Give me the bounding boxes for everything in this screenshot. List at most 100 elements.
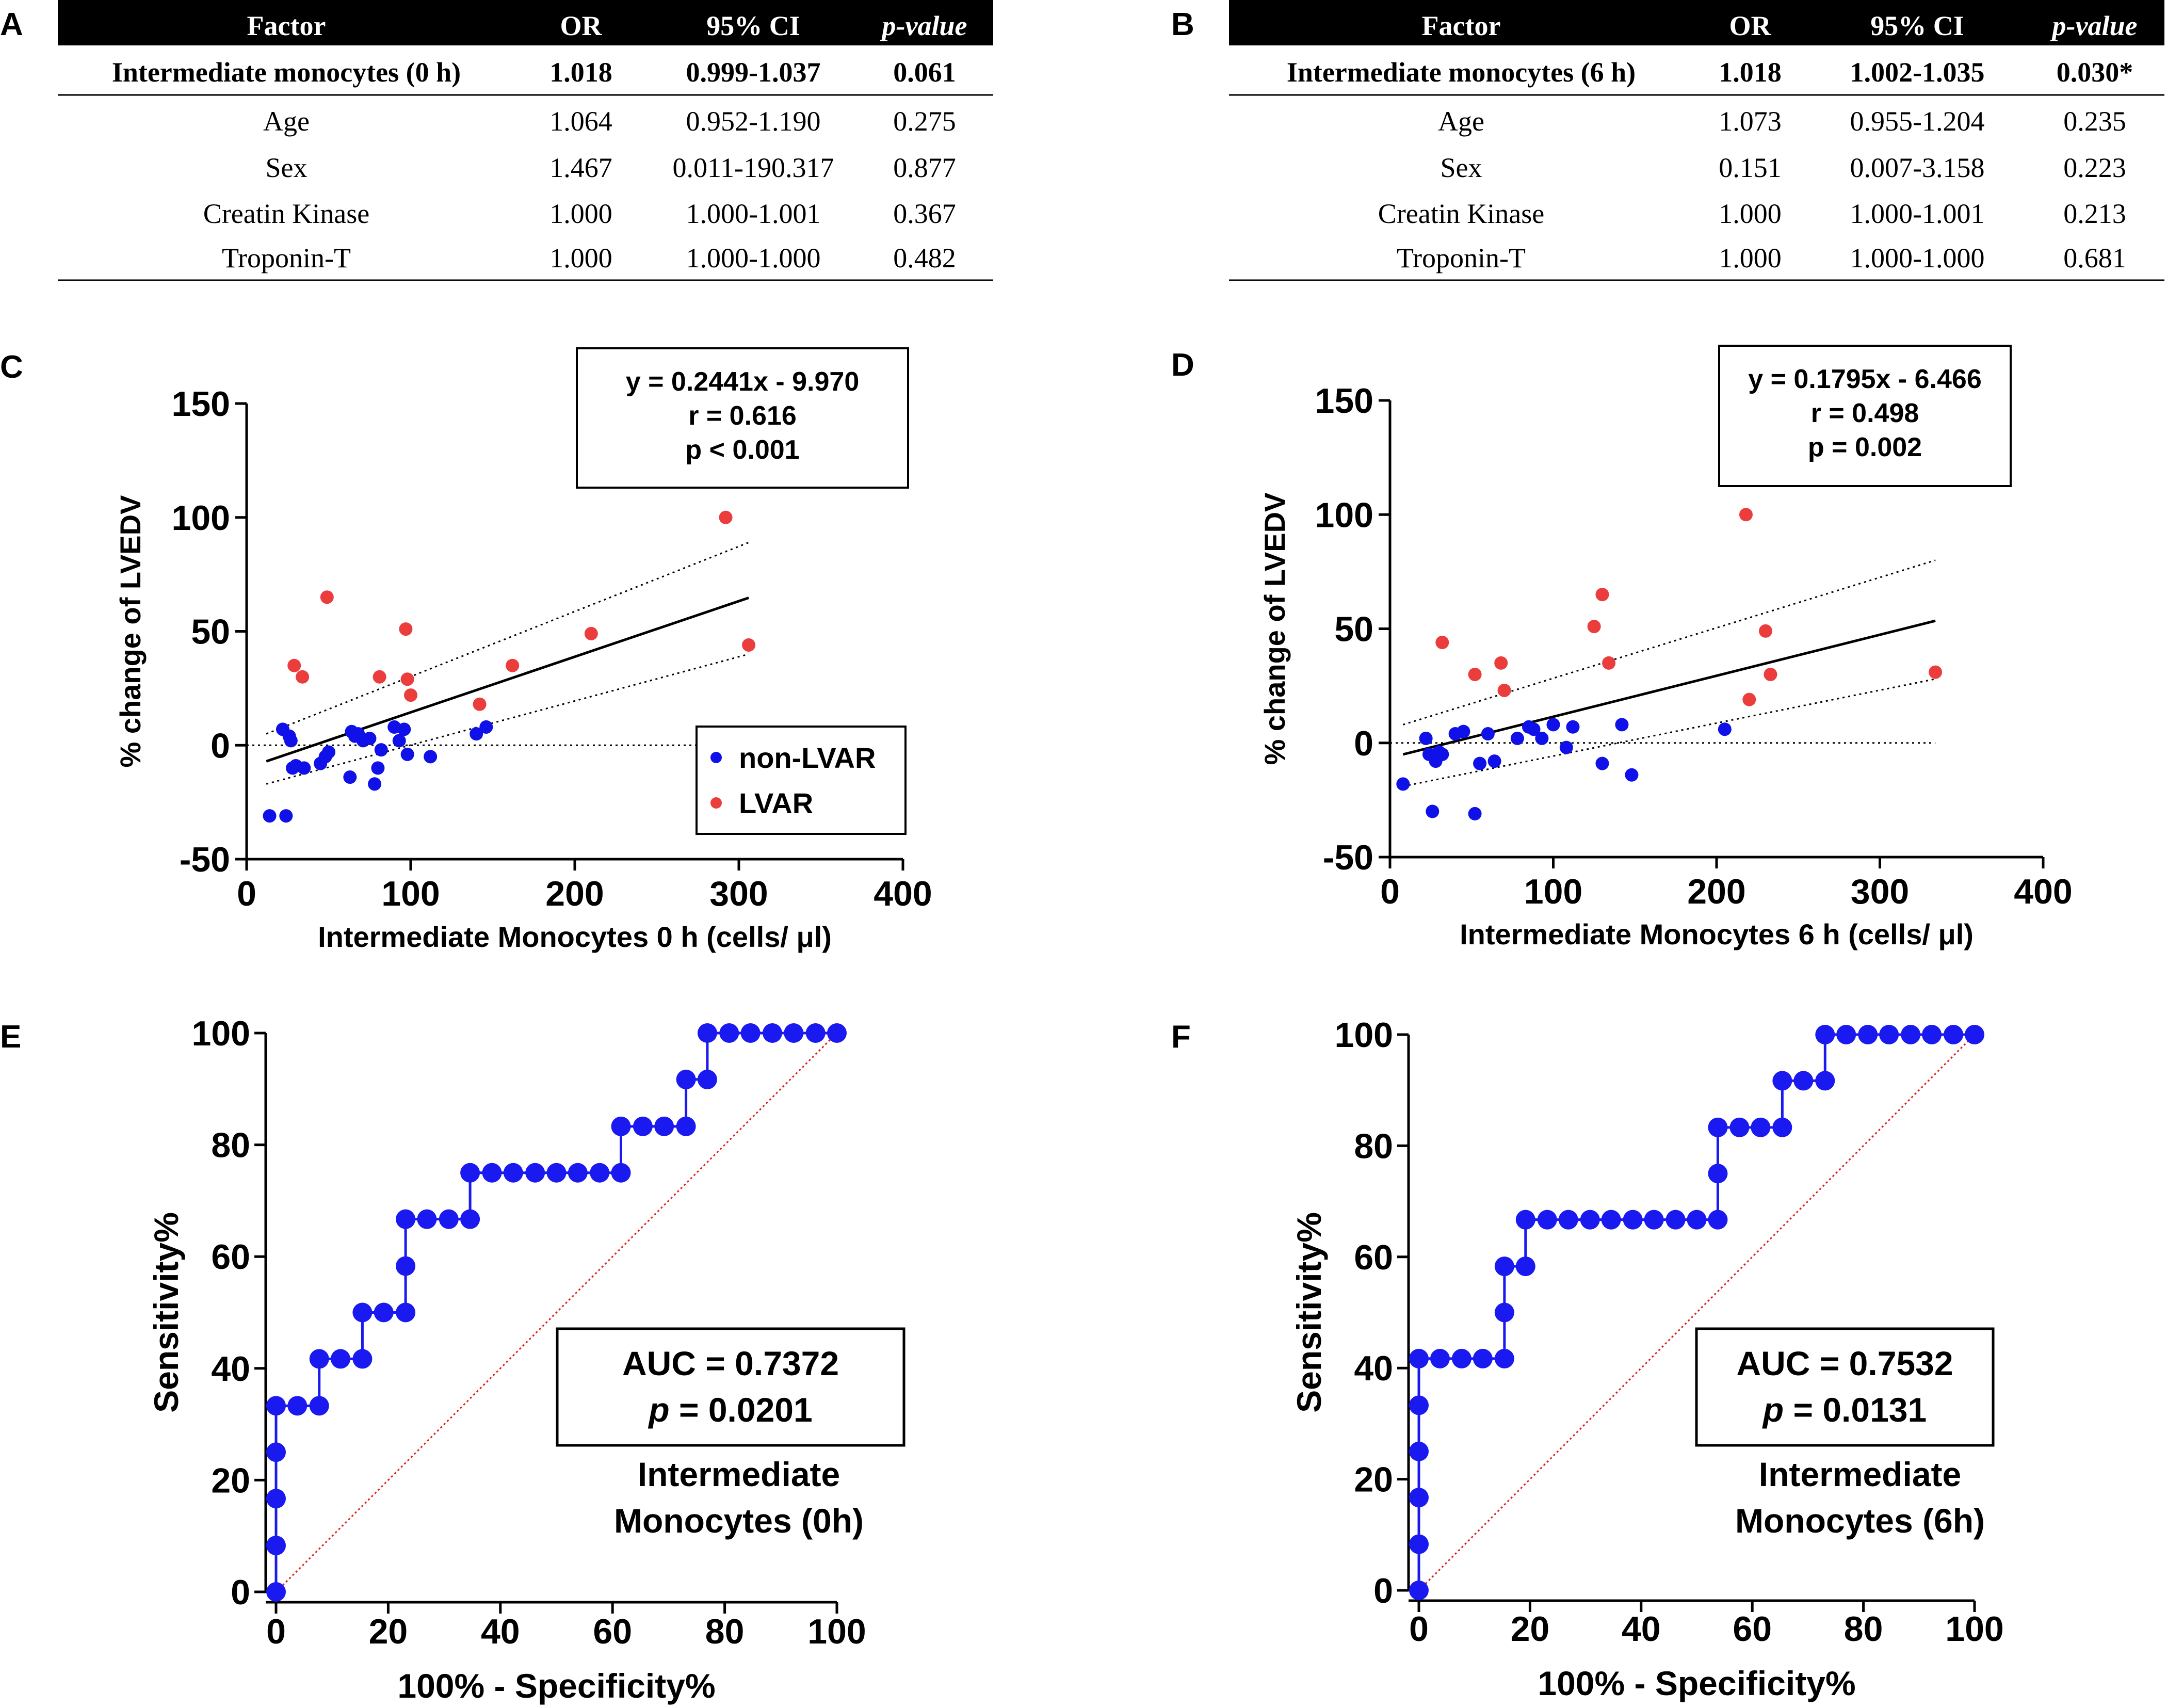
table-b: Factor OR 95% CI p-value Intermediate monocy… [1229, 0, 2164, 281]
x-tick-label: 100 [381, 874, 440, 913]
roc-point [1601, 1210, 1621, 1230]
roc-point [1729, 1117, 1750, 1137]
lvar-point [1587, 620, 1601, 634]
roc-point [1708, 1210, 1728, 1230]
lvar-point [320, 590, 334, 604]
y-tick-label: -50 [1323, 838, 1373, 877]
random-classifier-diagonal [275, 1032, 838, 1593]
roc-point [460, 1209, 480, 1229]
non-lvar-point [279, 809, 293, 823]
non-lvar-point [1473, 756, 1487, 770]
table-header-cell: Factor [1422, 10, 1501, 41]
table-cell: 1.000 [549, 243, 612, 273]
table-cell: Intermediate monocytes (6 h) [1287, 57, 1636, 88]
ci-upper-line [1402, 559, 1936, 726]
non-lvar-point [1426, 804, 1440, 818]
lvar-point [473, 697, 487, 711]
y-tick-label: 100 [1315, 495, 1373, 535]
legend-box [696, 726, 907, 835]
non-lvar-point [374, 743, 388, 757]
p-symbol: p [648, 1391, 669, 1429]
table-header-cell: 95% CI [1870, 10, 1964, 41]
panel-letter-e: E [0, 1019, 21, 1055]
roc-point [352, 1349, 373, 1369]
non-lvar-point [1595, 756, 1609, 770]
roc-point [590, 1163, 610, 1183]
roc-point [1815, 1071, 1835, 1091]
roc-point [1815, 1025, 1835, 1044]
table-cell: 0.367 [893, 198, 956, 229]
p-value: = 0.0201 [670, 1391, 813, 1429]
x-axis-title: 100% - Specificity% [397, 1667, 715, 1705]
roc-point [1687, 1210, 1707, 1230]
roc-point [1537, 1210, 1557, 1230]
table-header-row [58, 0, 993, 45]
auc-box [556, 1327, 905, 1447]
non-lvar-point [397, 722, 411, 736]
y-tick-label: 150 [1315, 381, 1373, 421]
lvar-point [287, 658, 301, 672]
roc-point [396, 1256, 416, 1276]
y-tick-label: 0 [1373, 1571, 1393, 1610]
lvar-point [1929, 665, 1943, 679]
lvar-point [1758, 624, 1772, 638]
table-a: Factor OR 95% CI p-value Intermediate monocy… [58, 0, 993, 281]
non-lvar-point [1435, 747, 1449, 761]
roc-point [309, 1396, 329, 1416]
non-lvar-point [1546, 718, 1560, 732]
y-tick-label: 100 [172, 498, 230, 538]
table-cell: 0.955-1.204 [1850, 106, 1985, 137]
x-tick-label: 20 [1511, 1609, 1550, 1649]
table-cell: Age [263, 106, 310, 137]
x-tick-label: 0 [1380, 872, 1400, 911]
table-header-cell: OR [560, 10, 603, 41]
ci-upper-line [266, 541, 749, 735]
non-lvar-point [1625, 768, 1639, 782]
table-row: Creatin Kinase 1.000 1.000-1.001 0.367 [203, 198, 956, 229]
table-cell: 0.275 [893, 106, 956, 137]
x-tick-label: 300 [709, 874, 768, 913]
x-tick-label: 100 [1524, 872, 1582, 911]
non-lvar-point [1468, 807, 1482, 820]
roc-point [1451, 1348, 1471, 1368]
lvar-point [1742, 692, 1756, 706]
lvar-point [742, 638, 756, 652]
roc-point [1409, 1395, 1429, 1415]
lvar-point [1497, 683, 1511, 697]
table-row: Creatin Kinase 1.000 1.000-1.001 0.213 [1378, 198, 2126, 229]
auc-box [1695, 1327, 1995, 1447]
roc-point [396, 1302, 416, 1323]
table-cell: 0.999-1.037 [686, 57, 821, 88]
y-axis-title: Sensitivity% [1290, 1212, 1328, 1413]
lvar-point [1602, 656, 1616, 670]
roc-point [1409, 1488, 1429, 1508]
lvar-point [1494, 656, 1508, 670]
table-cell: 1.000 [549, 198, 612, 229]
non-lvar-point [1615, 718, 1629, 732]
roc-point [697, 1023, 717, 1043]
roc-point [1665, 1210, 1686, 1230]
roc-point [1644, 1210, 1664, 1230]
lvar-point [1764, 668, 1777, 681]
x-tick-label: 400 [2014, 872, 2072, 911]
table-cell: Sex [266, 152, 308, 183]
x-tick-label: 20 [369, 1612, 408, 1651]
regression-line [266, 597, 749, 763]
roc-point [1580, 1210, 1600, 1230]
y-tick-label: 80 [211, 1126, 250, 1165]
x-tick-label: 300 [1851, 872, 1909, 911]
table-header-cell: OR [1729, 10, 1772, 41]
non-lvar-point [1535, 731, 1549, 745]
y-tick-label: 100 [192, 1014, 250, 1053]
x-tick-label: 100 [1945, 1609, 2003, 1649]
non-lvar-point [1559, 740, 1573, 754]
x-tick-label: 100 [807, 1612, 866, 1651]
x-tick-label: 60 [1733, 1609, 1772, 1649]
roc-point [1494, 1302, 1514, 1323]
roc-point [266, 1582, 286, 1602]
table-cell: 0.030* [2057, 57, 2133, 88]
roc-point [1965, 1025, 1984, 1044]
roc-point [1430, 1348, 1450, 1368]
non-lvar-point [479, 720, 493, 734]
